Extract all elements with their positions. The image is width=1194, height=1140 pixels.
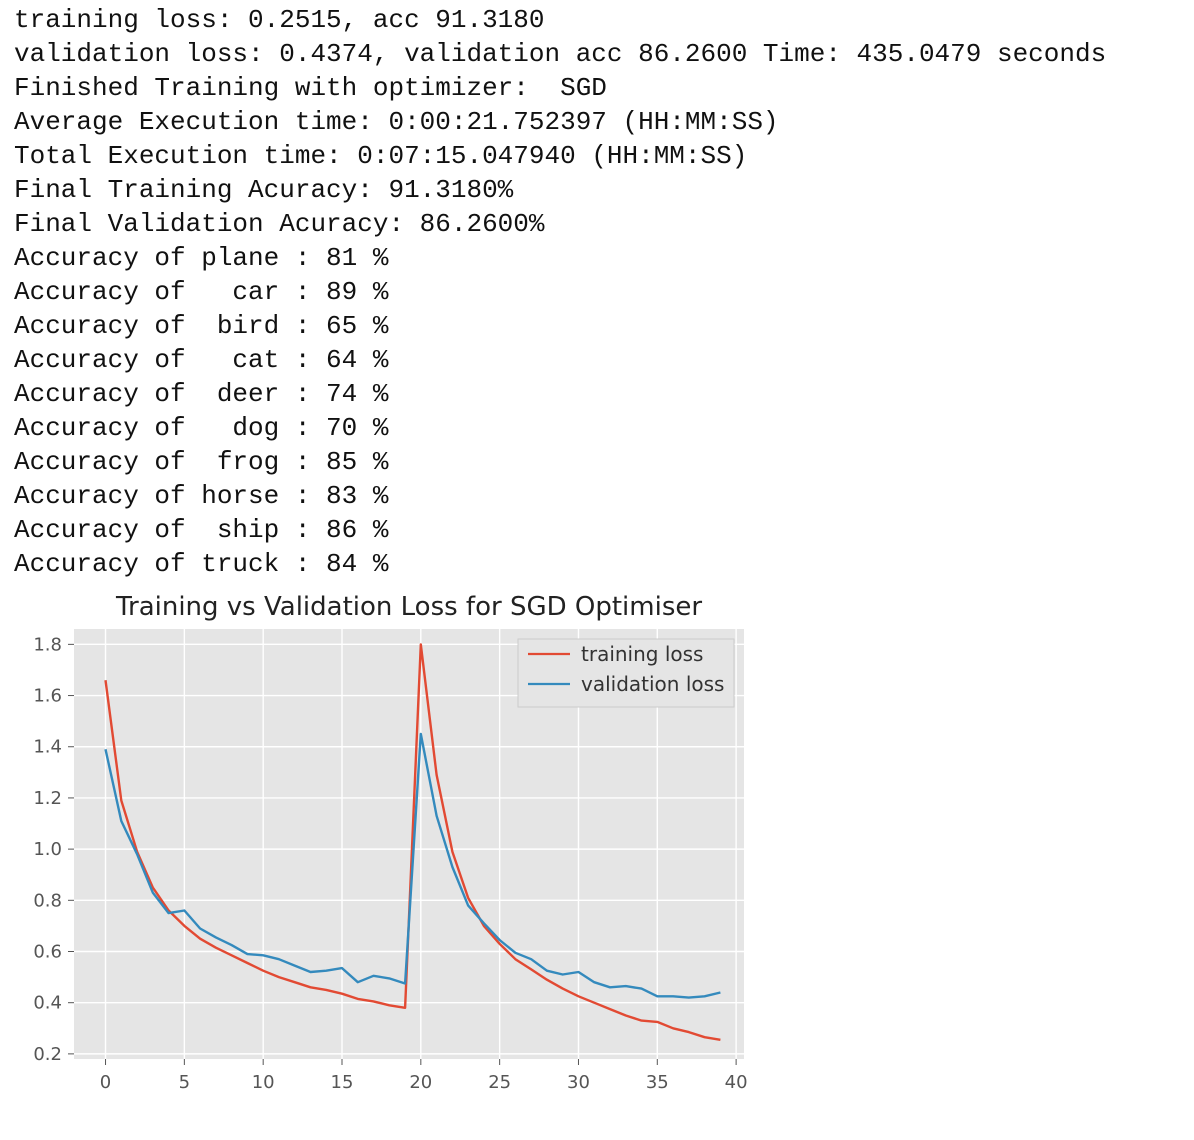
legend-label-training-loss: training loss xyxy=(581,642,703,666)
series-line-training-loss xyxy=(104,643,721,1041)
x-tick-label: 10 xyxy=(252,1072,275,1093)
axis-ticks: 0 5 10 15 20 25 30 35 40 0.2 0.4 0.6 0.8 1.0 1.2 1.4 1.6… xyxy=(33,634,747,1093)
loss-chart-svg: Training vs Validation Loss for SGD Opti… xyxy=(33,592,747,1093)
x-tick-label: 40 xyxy=(725,1072,748,1093)
x-tick-label: 25 xyxy=(488,1072,511,1093)
x-tick-label: 0 xyxy=(100,1072,111,1093)
series-line-validation-loss xyxy=(104,732,721,999)
console-line: validation loss: 0.4374, validation acc … xyxy=(14,39,1107,69)
console-line: Accuracy of deer : 74 % xyxy=(14,379,389,409)
y-tick-label: 0.4 xyxy=(33,993,62,1014)
y-tick-label: 1.8 xyxy=(33,634,62,655)
console-line: training loss: 0.2515, acc 91.3180 xyxy=(14,5,545,35)
y-tick-label: 0.8 xyxy=(33,890,62,911)
console-line: Final Validation Acuracy: 86.2600% xyxy=(14,209,545,239)
x-tick-label: 20 xyxy=(409,1072,432,1093)
chart-title: Training vs Validation Loss for SGD Opti… xyxy=(115,592,702,622)
console-line: Final Training Acuracy: 91.3180% xyxy=(14,175,514,205)
console-line: Accuracy of plane : 81 % xyxy=(14,243,389,273)
console-line: Accuracy of car : 89 % xyxy=(14,277,389,307)
console-line: Average Execution time: 0:00:21.752397 (… xyxy=(14,107,779,137)
legend-box xyxy=(517,638,735,708)
console-line: Accuracy of ship : 86 % xyxy=(14,515,389,545)
loss-chart: Training vs Validation Loss for SGD Opti… xyxy=(0,585,760,1105)
x-tick-label: 35 xyxy=(646,1072,669,1093)
console-line: Accuracy of dog : 70 % xyxy=(14,413,389,443)
y-tick-label: 1.0 xyxy=(33,839,62,860)
console-line: Accuracy of horse : 83 % xyxy=(14,481,389,511)
legend: training loss validation loss xyxy=(517,638,735,708)
console-line: Accuracy of truck : 84 % xyxy=(14,549,389,579)
x-tick-label: 30 xyxy=(567,1072,590,1093)
console-line: Accuracy of bird : 65 % xyxy=(14,311,389,341)
y-tick-label: 1.2 xyxy=(33,788,62,809)
y-tick-label: 0.6 xyxy=(33,942,62,963)
console-line: Finished Training with optimizer: SGD xyxy=(14,73,607,103)
y-tick-label: 1.6 xyxy=(33,686,62,707)
x-tick-label: 15 xyxy=(331,1072,354,1093)
y-tick-label: 0.2 xyxy=(33,1044,62,1065)
series-lines xyxy=(104,643,721,1041)
console-line: Accuracy of frog : 85 % xyxy=(14,447,389,477)
console-line: Accuracy of cat : 64 % xyxy=(14,345,389,375)
y-tick-label: 1.4 xyxy=(33,737,62,758)
legend-label-validation-loss: validation loss xyxy=(581,672,724,696)
console-line: Total Execution time: 0:07:15.047940 (HH… xyxy=(14,141,748,171)
console-output: training loss: 0.2515, acc 91.3180 valida… xyxy=(14,3,1106,581)
x-tick-label: 5 xyxy=(179,1072,190,1093)
